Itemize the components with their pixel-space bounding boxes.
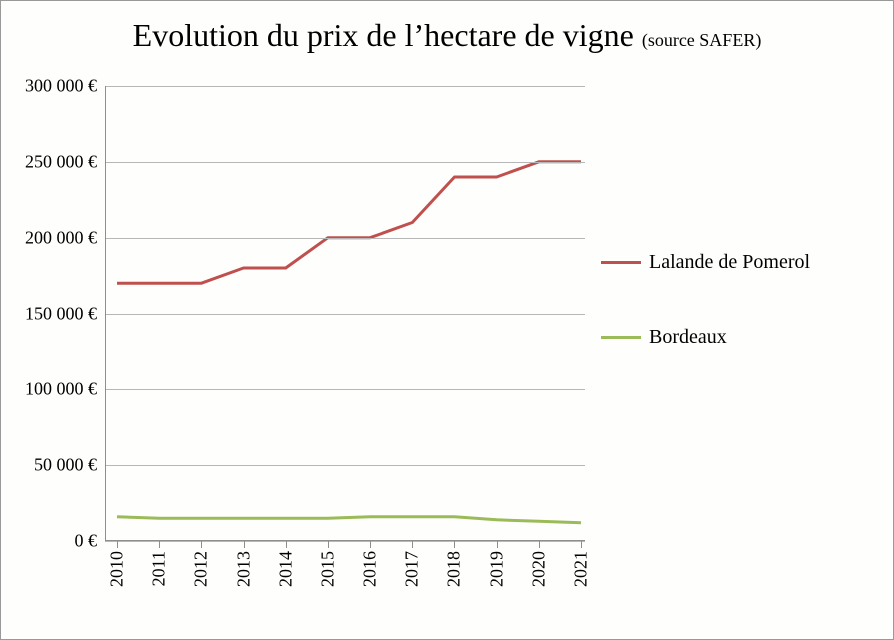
gridline [105, 389, 585, 390]
grid-layer [105, 86, 585, 541]
legend-item: Lalande de Pomerol [601, 251, 881, 274]
y-tick-label: 150 000 € [25, 303, 97, 324]
x-tick-label: 2014 [275, 551, 296, 587]
x-tick-label: 2019 [486, 551, 507, 587]
x-tick [497, 541, 498, 548]
x-tick-label: 2012 [191, 551, 212, 587]
legend-item: Bordeaux [601, 326, 881, 349]
legend-label: Bordeaux [649, 326, 727, 349]
x-tick-label: 2018 [444, 551, 465, 587]
x-tick-label: 2013 [233, 551, 254, 587]
gridline [105, 162, 585, 163]
y-tick-label: 300 000 € [25, 76, 97, 97]
y-tick-label: 200 000 € [25, 227, 97, 248]
plot-area [105, 86, 585, 541]
x-tick [539, 541, 540, 548]
gridline [105, 238, 585, 239]
legend-swatch [601, 261, 641, 264]
y-tick-label: 250 000 € [25, 151, 97, 172]
legend: Lalande de Pomerol Bordeaux [601, 251, 881, 401]
x-tick [244, 541, 245, 548]
x-tick [286, 541, 287, 548]
x-tick [370, 541, 371, 548]
x-tick [117, 541, 118, 548]
legend-label: Lalande de Pomerol [649, 251, 810, 274]
y-tick-label: 0 € [75, 531, 98, 552]
chart-frame: Evolution du prix de l’hectare de vigne … [0, 0, 894, 640]
x-tick [159, 541, 160, 548]
legend-swatch [601, 336, 641, 339]
chart-title: Evolution du prix de l’hectare de vigne … [1, 17, 893, 54]
gridline [105, 465, 585, 466]
x-tick [454, 541, 455, 548]
y-axis-line [105, 86, 106, 541]
y-tick-label: 50 000 € [34, 455, 97, 476]
gridline [105, 86, 585, 87]
x-tick [328, 541, 329, 548]
gridline [105, 314, 585, 315]
x-tick-label: 2011 [149, 551, 170, 586]
x-tick-label: 2017 [402, 551, 423, 587]
x-tick-label: 2015 [317, 551, 338, 587]
x-axis-labels: 2010 2011 2012 2013 2014 2015 2016 2017 2018 2019… [105, 541, 585, 621]
x-tick [412, 541, 413, 548]
y-axis-labels: 0 €50 000 €100 000 €150 000 €200 000 €25… [1, 86, 105, 541]
y-tick-label: 100 000 € [25, 379, 97, 400]
x-tick [581, 541, 582, 548]
x-tick-label: 2016 [360, 551, 381, 587]
x-tick-label: 2020 [528, 551, 549, 587]
chart-title-source: (source SAFER) [642, 30, 762, 50]
chart-title-main: Evolution du prix de l’hectare de vigne [133, 17, 634, 53]
x-tick-label: 2010 [107, 551, 128, 587]
x-tick-label: 2021 [571, 551, 592, 587]
x-tick [201, 541, 202, 548]
